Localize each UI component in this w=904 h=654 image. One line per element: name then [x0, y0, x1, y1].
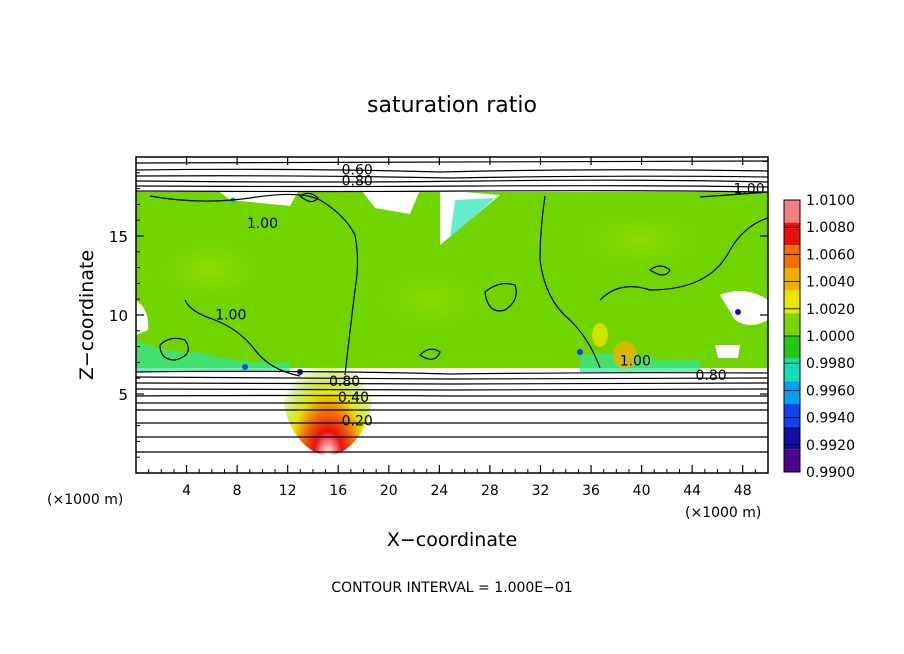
- contour-label: 0.80: [342, 173, 373, 189]
- colorbar-label: 0.9980: [806, 356, 855, 372]
- x-unit-label: (×1000 m): [685, 505, 761, 521]
- colorbar-swatch: [784, 245, 800, 268]
- colorbar-swatch: [784, 404, 800, 427]
- x-tick-label: 44: [683, 483, 701, 499]
- colorbar-swatch: [784, 449, 800, 472]
- contour-label: 1.00: [247, 216, 278, 232]
- x-tick-label: 40: [633, 483, 651, 499]
- chart-title: saturation ratio: [367, 93, 537, 118]
- x-tick-label: 4: [182, 483, 191, 499]
- x-tick-label: 36: [582, 483, 600, 499]
- y-tick-label: 5: [118, 386, 128, 404]
- y-axis: 5 10 15: [109, 172, 768, 458]
- colorbar-label: 0.9920: [806, 438, 855, 454]
- colorbar-swatch: [784, 426, 800, 450]
- colorbar-label: 0.9900: [806, 465, 855, 481]
- contour-label: 1.00: [620, 354, 651, 370]
- y-tick-label: 15: [109, 228, 128, 246]
- colorbar-label: 0.9940: [806, 411, 855, 427]
- x-tick-label: 24: [430, 483, 448, 499]
- colorbar: 1.0100 1.0080 1.0060 1.0040 1.0020 1.0000 0.99…: [783, 193, 855, 481]
- x-tick-label: 32: [532, 483, 550, 499]
- colorbar-label: 1.0000: [806, 329, 855, 345]
- colorbar-swatch: [784, 200, 800, 223]
- colorbar-swatch: [784, 381, 800, 404]
- contour-label: 0.80: [696, 368, 727, 384]
- colorbar-swatch: [784, 358, 800, 382]
- y-axis-label: Z−coordinate: [76, 250, 98, 380]
- colorbar-label: 1.0060: [806, 247, 855, 263]
- contour-label: 0.40: [338, 390, 369, 406]
- y-tick-label: 10: [109, 307, 128, 325]
- x-tick-label: 20: [380, 483, 398, 499]
- x-tick-label: 48: [734, 483, 752, 499]
- x-tick-label: 12: [279, 483, 297, 499]
- colorbar-label: 1.0040: [806, 275, 855, 291]
- contour-label: 0.20: [342, 414, 373, 430]
- colorbar-label: 1.0080: [806, 220, 855, 236]
- x-tick-label: 8: [233, 483, 242, 499]
- colorbar-swatch: [784, 268, 800, 291]
- contour-label: 0.80: [329, 374, 360, 390]
- plot-field: [136, 157, 768, 473]
- colorbar-swatch: [784, 336, 800, 359]
- colorbar-label: 1.0100: [806, 193, 855, 209]
- contour-interval-note: CONTOUR INTERVAL = 1.000E−01: [331, 580, 572, 596]
- colorbar-swatch: [784, 290, 800, 314]
- contour-label-layer: 0.600.80 1.001.001.001.000.800.800.400.20: [215, 162, 764, 430]
- colorbar-label: 0.9960: [806, 383, 855, 399]
- x-tick-label: 28: [481, 483, 499, 499]
- colorbar-label: 1.0020: [806, 302, 855, 318]
- contour-label: 0.60: [342, 162, 373, 178]
- z-unit-label: (×1000 m): [47, 492, 123, 508]
- colorbar-swatch: [784, 222, 800, 246]
- colorbar-swatch: [784, 313, 800, 336]
- contour-label: 1.00: [733, 181, 764, 197]
- supersaturation-plume: [280, 295, 376, 455]
- contour-label: 1.00: [215, 308, 246, 324]
- x-axis: 4 8 12 16 20 24 28 32 36 40 44 48: [148, 157, 756, 499]
- x-axis-label: X−coordinate: [387, 529, 517, 551]
- contour-lines: [136, 160, 768, 453]
- x-tick-label: 16: [329, 483, 347, 499]
